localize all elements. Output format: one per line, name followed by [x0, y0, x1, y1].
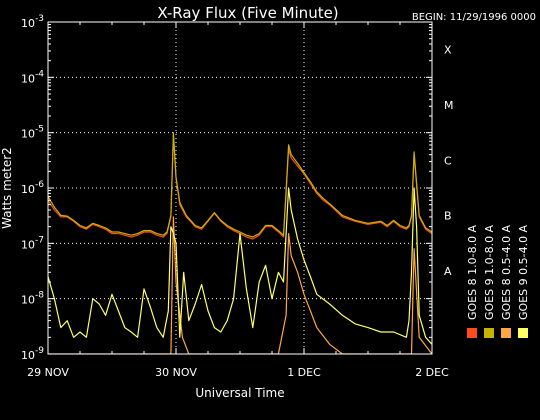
x-tick-label: 30 NOV [155, 366, 197, 379]
series-line-0 [48, 134, 432, 240]
y-tick-exponent: -5 [35, 125, 44, 135]
flare-class-label: B [444, 210, 452, 223]
y-tick-base: 10 [21, 128, 35, 141]
legend-swatch [501, 328, 511, 338]
y-tick-exponent: -6 [35, 180, 44, 190]
series-lines [48, 132, 432, 354]
legend-item-2: GOES 9 1.0-8.0 A [483, 224, 496, 338]
y-tick-base: 10 [21, 183, 35, 196]
y-tick-exponent: -8 [35, 291, 44, 301]
legend: GOES 8 1.0-8.0 A GOES 8 0.5-4.0 A GOES 9 1… [466, 224, 530, 338]
y-tick-exponent: -7 [35, 235, 44, 245]
y-tick-base: 10 [21, 349, 35, 362]
y-tick-label: 10-5 [21, 125, 44, 141]
y-tick-label: 10-8 [21, 291, 44, 307]
flare-class-labels: X M C B A [444, 44, 454, 278]
y-tick-base: 10 [21, 17, 35, 30]
y-tick-label: 10-6 [21, 180, 44, 196]
series-line-2 [48, 132, 432, 238]
grid-lines [48, 22, 432, 354]
legend-swatch [467, 328, 477, 338]
y-tick-label: 10-9 [21, 346, 44, 362]
y-tick-base: 10 [21, 72, 35, 85]
flare-class-label: M [444, 99, 454, 112]
x-axis-ticks: 29 NOV 30 NOV 1 DEC 2 DEC [27, 22, 449, 379]
series-line-3 [48, 187, 432, 345]
y-tick-base: 10 [21, 238, 35, 251]
y-tick-label: 10-7 [21, 235, 44, 251]
x-tick-label: 1 DEC [287, 366, 321, 379]
y-tick-exponent: -4 [35, 69, 44, 79]
flare-class-label: C [444, 154, 452, 167]
y-tick-exponent: -3 [35, 14, 44, 24]
y-axis-label-exponent: 2 [0, 147, 14, 155]
y-tick-label: 10-4 [21, 69, 44, 85]
legend-item-3: GOES 9 0.5-4.0 A [517, 224, 530, 338]
y-tick-exponent: -9 [35, 346, 44, 356]
chart-title: X-Ray Flux (Five Minute) [157, 4, 338, 22]
legend-label: GOES 9 1.0-8.0 A [483, 224, 496, 320]
flare-class-label: X [444, 44, 452, 57]
x-tick-label: 2 DEC [415, 366, 449, 379]
y-tick-base: 10 [21, 294, 35, 307]
legend-swatch [484, 328, 494, 338]
y-axis-ticks: 10-910-810-710-610-510-410-3 [21, 14, 432, 362]
begin-label: BEGIN: 11/29/1996 0000 [412, 12, 536, 23]
legend-item-0: GOES 8 1.0-8.0 A [466, 224, 479, 338]
y-axis-label: Watts meter2 [0, 147, 14, 229]
y-axis-label-text: Watts meter [0, 155, 14, 229]
legend-swatch [518, 328, 528, 338]
x-axis-label: Universal Time [195, 386, 284, 400]
legend-label: GOES 8 0.5-4.0 A [500, 224, 513, 320]
x-tick-label: 29 NOV [27, 366, 69, 379]
legend-item-1: GOES 8 0.5-4.0 A [500, 224, 513, 338]
legend-label: GOES 9 0.5-4.0 A [517, 224, 530, 320]
y-tick-label: 10-3 [21, 14, 44, 30]
flare-class-label: A [444, 265, 452, 278]
legend-label: GOES 8 1.0-8.0 A [466, 224, 479, 320]
